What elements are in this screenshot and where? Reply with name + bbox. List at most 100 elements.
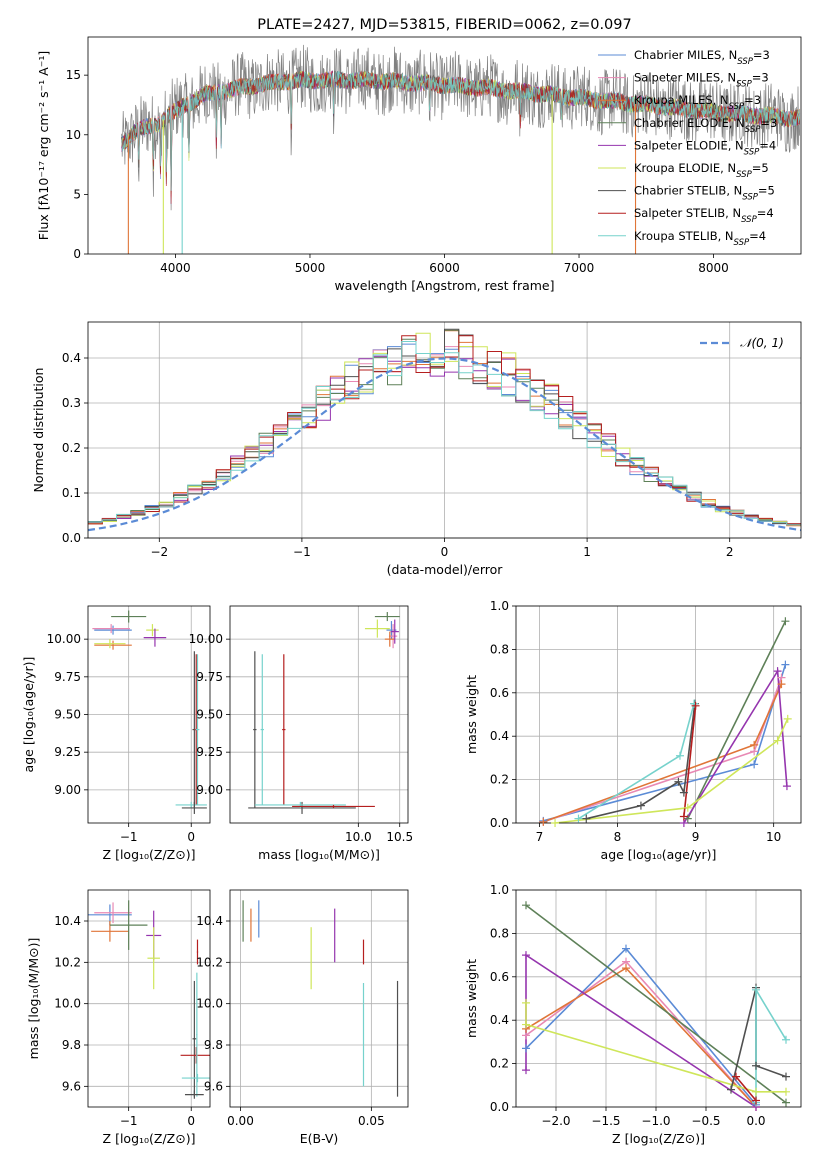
weight-point <box>752 985 760 994</box>
weight-point <box>727 1085 735 1094</box>
weight-point <box>773 667 782 676</box>
x-tick-label: 0.0 <box>746 1114 765 1128</box>
plot-age-vs-Z: −1 0 9.00 9.25 9.50 9.75 10.00 Z [log₁₀(Z/Z⊙)] a… <box>21 605 211 862</box>
y-tick-label: 0.4 <box>490 729 509 743</box>
histogram-step <box>88 335 801 525</box>
legend-entry: Kroupa ELODIE, NSSP=5 <box>634 161 769 180</box>
weight-point <box>582 814 591 823</box>
weight-point <box>732 1072 740 1081</box>
y-tick-label: 9.00 <box>54 783 81 797</box>
legend-entry: Chabrier STELIB, NSSP=5 <box>634 184 775 203</box>
weight-point <box>782 1087 790 1096</box>
y-tick-label: 9.50 <box>54 708 81 722</box>
x-tick-label: 0.00 <box>227 1114 254 1128</box>
chart-title: PLATE=2427, MJD=53815, FIBERID=0062, z=0… <box>257 17 631 33</box>
y-tick-label: 0.8 <box>490 926 509 940</box>
weight-point <box>750 760 759 769</box>
y-tick-label: 9.50 <box>196 708 223 722</box>
x-tick-label: 8000 <box>698 261 729 275</box>
plot-mass-vs-Z: −1 0 9.6 9.8 10.0 10.2 10.4 Z [log₁₀(Z/Z⊙)] mass… <box>26 889 211 1146</box>
plot-weight-vs-Z: −2.0 −1.5 −1.0 −0.5 0.0 0.0 0.2 0.4 0.6 0.8 1.0 Z [… <box>464 883 802 1146</box>
legend-entry: 𝒩(0, 1) <box>740 336 784 350</box>
x-tick-label: 0 <box>441 545 449 559</box>
weight-line <box>525 967 757 1107</box>
weight-point <box>752 1061 760 1070</box>
x-axis-label: age [log₁₀(age/yr)] <box>601 847 717 862</box>
x-tick-label: 6000 <box>429 261 460 275</box>
y-tick-label: 9.8 <box>204 1038 223 1052</box>
x-tick-label: 10.0 <box>345 830 372 844</box>
weight-point <box>522 1066 530 1075</box>
y-tick-label: 1.0 <box>490 599 509 613</box>
x-tick-label: 7 <box>536 830 544 844</box>
y-tick-label: 15 <box>66 68 81 82</box>
weight-point <box>773 736 782 745</box>
y-tick-label: 0.6 <box>490 686 509 700</box>
legend: Chabrier MILES, NSSP=3 Salpeter MILES, NS… <box>598 48 777 248</box>
y-tick-label: 10.4 <box>196 914 223 928</box>
x-tick-label: 10.5 <box>386 830 413 844</box>
weight-point <box>782 1072 790 1081</box>
weight-point <box>683 803 692 812</box>
weight-line <box>578 703 695 820</box>
weight-line <box>543 677 783 823</box>
plot-area <box>92 610 207 814</box>
y-tick-label: 9.8 <box>62 1038 81 1052</box>
x-tick-label: 7000 <box>564 261 595 275</box>
legend-entry: Kroupa STELIB, NSSP=4 <box>634 229 766 248</box>
weight-line <box>543 664 787 822</box>
weight-point <box>522 951 530 960</box>
y-tick-label: 9.25 <box>54 745 81 759</box>
legend-entry: Chabrier ELODIE, NSSP=3 <box>634 116 777 135</box>
plot-area <box>543 620 789 823</box>
normal-curve <box>88 357 801 532</box>
axes-frame <box>87 605 211 824</box>
legend-entry: Salpeter MILES, NSSP=3 <box>634 71 769 90</box>
axes-frame <box>229 889 409 1108</box>
weight-point <box>679 788 688 797</box>
x-axis-label: Z [log₁₀(Z/Z⊙)] <box>103 847 196 862</box>
legend-entry: Chabrier MILES, NSSP=3 <box>634 48 770 67</box>
y-tick-label: 0.2 <box>62 441 81 455</box>
weight-point <box>522 901 530 910</box>
weight-line <box>543 683 783 823</box>
x-tick-label: −1.5 <box>591 1114 620 1128</box>
x-axis-label: mass [log₁₀(M/M⊙)] <box>258 847 380 862</box>
axes-frame <box>87 36 802 255</box>
y-tick-label: 0.6 <box>490 970 509 984</box>
x-tick-label: 2 <box>726 545 734 559</box>
weight-point <box>777 680 786 689</box>
weight-point <box>782 1098 790 1107</box>
plot-residuals: −2 −1 0 1 2 0.0 0.1 0.2 0.3 0.4 (data-model)/error… <box>31 321 802 577</box>
y-tick-label: 0.1 <box>62 486 81 500</box>
y-tick-label: 0.2 <box>490 773 509 787</box>
y-tick-label: 10.00 <box>189 632 223 646</box>
y-tick-label: 10.2 <box>196 955 223 969</box>
y-tick-label: 10.0 <box>196 997 223 1011</box>
plot-weight-vs-age: 7 8 9 10 0.0 0.2 0.4 0.6 0.8 1.0 age [log₁₀(age/yr… <box>464 599 802 862</box>
x-axis-label: (data-model)/error <box>387 562 504 577</box>
plot-area <box>248 612 400 814</box>
y-tick-label: 5 <box>73 187 81 201</box>
plot-age-vs-mass: 10.0 10.5 9.00 9.25 9.50 9.75 10.00 mass [log₁₀… <box>189 605 413 862</box>
x-tick-label: 10 <box>766 830 781 844</box>
weight-point <box>783 714 792 723</box>
data-spectrum <box>121 44 801 211</box>
axes-frame <box>87 321 802 539</box>
y-tick-label: 10.4 <box>54 914 81 928</box>
weight-point <box>781 617 790 626</box>
weight-point <box>522 1044 530 1053</box>
x-tick-label: −1 <box>120 1114 138 1128</box>
y-tick-label: 9.25 <box>196 745 223 759</box>
weight-line <box>735 1076 757 1102</box>
x-axis-label: wavelength [Angstrom, rest frame] <box>334 278 554 293</box>
x-tick-label: 1 <box>583 545 591 559</box>
plot-area <box>88 900 210 1099</box>
y-tick-label: 0.4 <box>490 1013 509 1027</box>
y-axis-label: mass weight <box>464 959 479 1038</box>
weight-point <box>782 1035 790 1044</box>
y-tick-label: 0.0 <box>490 816 509 830</box>
legend: 𝒩(0, 1) <box>700 336 784 350</box>
y-axis-label: mass [log₁₀(M/M⊙)] <box>26 938 41 1060</box>
weight-line <box>755 986 787 1103</box>
